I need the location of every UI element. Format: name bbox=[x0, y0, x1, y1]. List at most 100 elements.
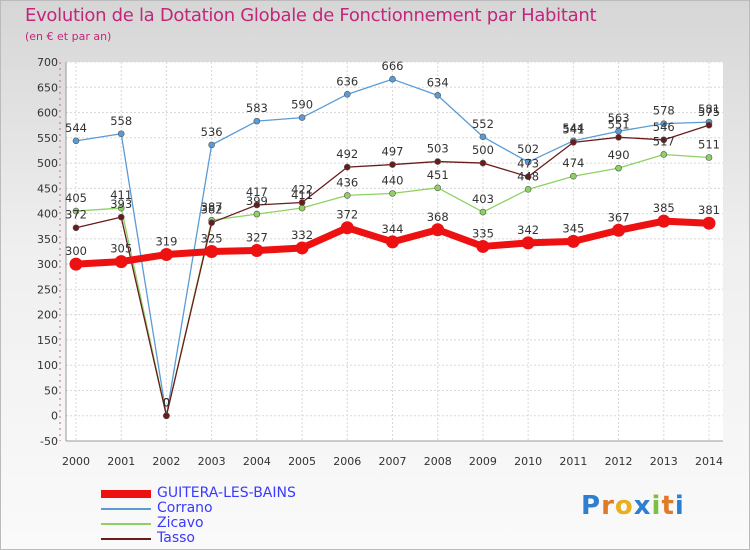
y-tick-label: 500 bbox=[37, 157, 58, 170]
x-tick-label: 2003 bbox=[198, 455, 226, 468]
data-point-guitera bbox=[386, 235, 399, 249]
y-tick-label: 450 bbox=[37, 182, 58, 195]
y-tick-label: 350 bbox=[37, 233, 58, 246]
data-point-tasso bbox=[298, 199, 306, 206]
data-point-corrano bbox=[298, 114, 306, 121]
x-tick-label: 2007 bbox=[379, 455, 407, 468]
data-point-tasso bbox=[343, 163, 351, 171]
data-label-zicavo: 411 bbox=[110, 188, 132, 202]
logo-letter: i bbox=[674, 491, 685, 521]
x-tick-label: 2009 bbox=[469, 455, 497, 468]
x-tick-label: 2000 bbox=[62, 455, 90, 468]
data-point-guitera bbox=[205, 245, 219, 258]
data-point-zicavo bbox=[615, 164, 622, 172]
data-point-guitera bbox=[250, 243, 264, 257]
data-point-guitera bbox=[657, 214, 671, 228]
data-point-guitera bbox=[566, 234, 580, 248]
y-tick-label: 50 bbox=[44, 384, 58, 397]
data-point-tasso bbox=[434, 158, 442, 165]
data-label-guitera: 385 bbox=[653, 201, 675, 215]
data-point-corrano bbox=[479, 133, 487, 141]
data-label-tasso: 500 bbox=[472, 143, 494, 157]
chart-title: Evolution de la Dotation Globale de Fonc… bbox=[25, 5, 597, 26]
data-point-corrano bbox=[434, 92, 442, 99]
data-label-tasso: 551 bbox=[608, 117, 630, 131]
y-tick-label: 550 bbox=[37, 132, 58, 145]
data-label-corrano: 666 bbox=[382, 59, 404, 73]
data-point-zicavo bbox=[298, 204, 306, 212]
data-point-zicavo bbox=[570, 172, 577, 180]
data-label-tasso: 422 bbox=[291, 182, 313, 196]
data-point-guitera bbox=[702, 216, 716, 230]
legend-item-tasso[interactable]: Tasso bbox=[101, 531, 296, 546]
data-label-zicavo: 451 bbox=[427, 168, 449, 182]
data-label-guitera: 344 bbox=[382, 222, 404, 236]
data-label-corrano: 558 bbox=[110, 114, 132, 128]
x-tick-label: 2004 bbox=[243, 455, 271, 468]
data-label-corrano: 634 bbox=[427, 75, 449, 89]
legend-item-corrano[interactable]: Corrano bbox=[101, 501, 296, 516]
data-label-guitera: 381 bbox=[698, 203, 720, 217]
y-tick-label: 700 bbox=[37, 56, 58, 69]
data-point-corrano bbox=[524, 158, 532, 166]
data-point-tasso bbox=[479, 159, 487, 167]
x-tick-label: 2010 bbox=[514, 455, 542, 468]
data-label-zicavo: 448 bbox=[517, 169, 539, 183]
x-tick-label: 2006 bbox=[333, 455, 361, 468]
data-label-corrano: 544 bbox=[65, 121, 87, 135]
data-point-tasso bbox=[524, 173, 532, 181]
data-label-tasso: 393 bbox=[110, 197, 132, 211]
data-point-corrano bbox=[208, 141, 215, 149]
data-label-corrano: 552 bbox=[472, 117, 494, 131]
data-point-corrano bbox=[343, 91, 351, 98]
data-label-corrano: 536 bbox=[201, 125, 223, 139]
data-label-tasso: 497 bbox=[382, 145, 404, 159]
data-point-tasso bbox=[208, 219, 215, 226]
x-tick-label: 2005 bbox=[288, 455, 316, 468]
data-label-guitera: 372 bbox=[336, 208, 358, 222]
data-point-guitera bbox=[431, 223, 445, 237]
legend-swatch-corrano bbox=[101, 507, 151, 510]
data-label-corrano: 502 bbox=[517, 142, 539, 156]
data-label-tasso: 473 bbox=[517, 157, 539, 171]
data-label-corrano: 590 bbox=[291, 98, 313, 112]
data-point-zicavo bbox=[343, 192, 351, 199]
x-tick-label: 2001 bbox=[107, 455, 135, 468]
data-label-tasso: 372 bbox=[65, 208, 87, 222]
data-label-corrano: 0 bbox=[163, 396, 170, 410]
data-label-zicavo: 440 bbox=[382, 173, 404, 187]
data-label-tasso: 541 bbox=[562, 122, 584, 136]
data-label-zicavo: 0 bbox=[163, 396, 170, 410]
legend-item-zicavo[interactable]: Zicavo bbox=[101, 516, 296, 531]
legend-swatch-tasso bbox=[101, 537, 151, 540]
data-point-zicavo bbox=[72, 207, 80, 215]
data-label-zicavo: 411 bbox=[291, 188, 313, 202]
data-label-zicavo: 517 bbox=[653, 134, 675, 148]
y-tick-label: 200 bbox=[37, 309, 58, 322]
data-point-zicavo bbox=[389, 190, 396, 197]
data-point-corrano bbox=[117, 130, 125, 138]
data-label-zicavo: 399 bbox=[246, 194, 268, 208]
data-label-tasso: 382 bbox=[201, 203, 223, 217]
data-point-guitera bbox=[69, 257, 83, 271]
y-tick-label: -50 bbox=[40, 435, 58, 448]
logo-letter: i bbox=[651, 491, 662, 521]
data-point-guitera bbox=[612, 223, 626, 237]
logo-letter: r bbox=[601, 491, 615, 521]
data-label-guitera: 325 bbox=[201, 232, 223, 246]
legend-label-zicavo: Zicavo bbox=[157, 515, 204, 531]
data-label-zicavo: 405 bbox=[65, 191, 87, 205]
data-label-zicavo: 387 bbox=[201, 200, 223, 214]
y-tick-label: 300 bbox=[37, 258, 58, 271]
data-point-tasso bbox=[570, 139, 577, 146]
data-point-guitera bbox=[476, 239, 490, 253]
data-point-tasso bbox=[660, 136, 668, 144]
data-point-corrano bbox=[72, 137, 80, 145]
legend-item-guitera[interactable]: GUITERA-LES-BAINS bbox=[101, 486, 296, 501]
data-label-zicavo: 511 bbox=[698, 138, 720, 152]
logo-letter: t bbox=[661, 491, 675, 521]
y-tick-label: 650 bbox=[37, 81, 58, 94]
data-point-zicavo bbox=[253, 210, 261, 218]
data-point-zicavo bbox=[524, 186, 532, 193]
